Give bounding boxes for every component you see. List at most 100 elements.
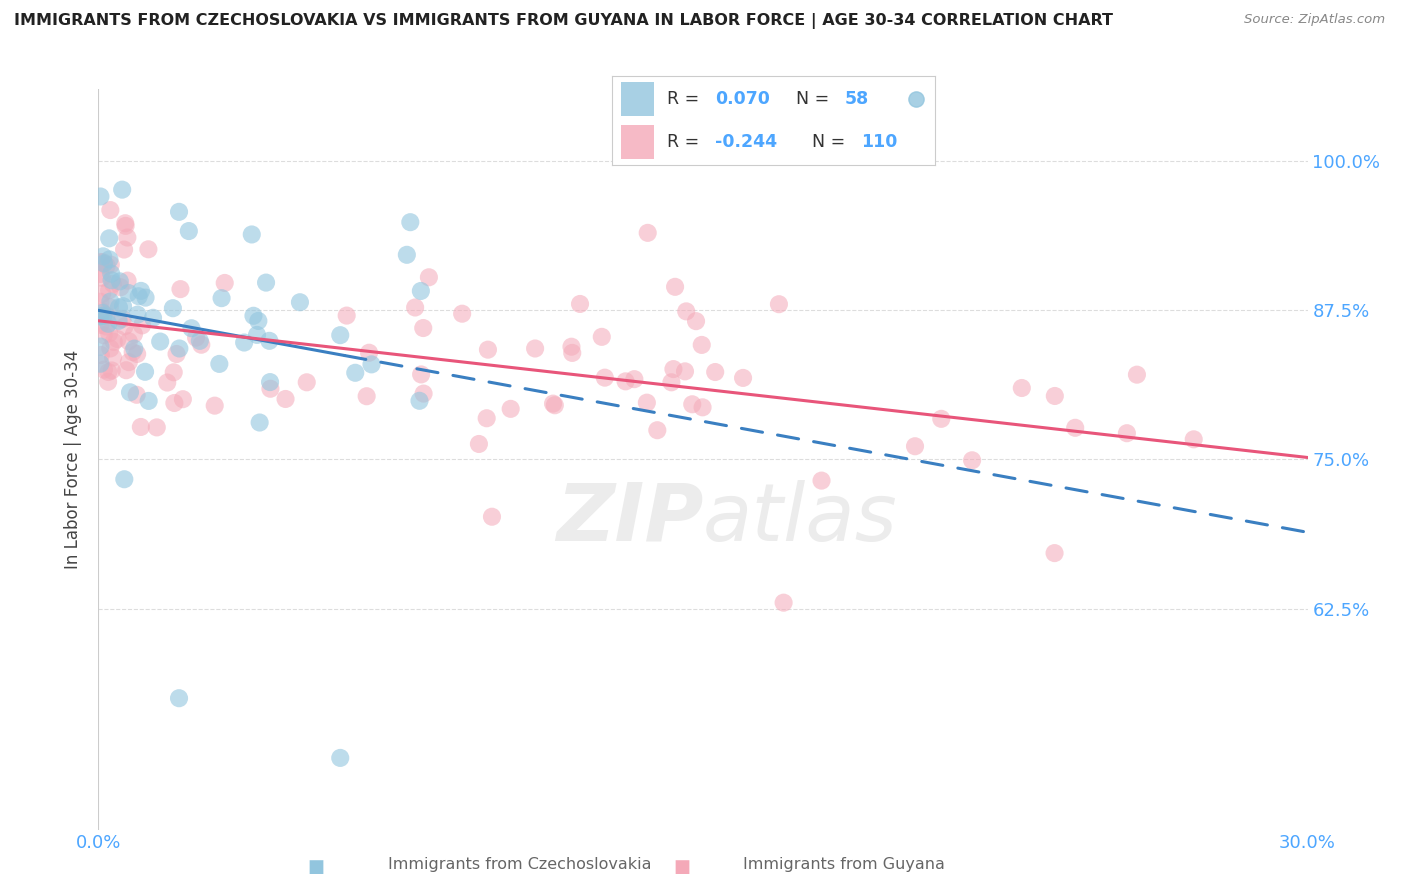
Point — [98, 300, 121, 314]
Point — [637, 226, 659, 240]
Point — [138, 393, 160, 408]
Point — [591, 330, 613, 344]
Point — [274, 392, 297, 406]
Point — [111, 312, 134, 326]
Point — [685, 314, 707, 328]
Point — [731, 371, 754, 385]
Point — [475, 411, 498, 425]
Point — [344, 366, 367, 380]
Text: N =: N = — [796, 90, 835, 108]
Point — [121, 345, 143, 359]
Point — [89, 310, 111, 324]
Point — [768, 297, 790, 311]
Bar — [621, 125, 654, 159]
Point — [395, 248, 418, 262]
Point — [481, 509, 503, 524]
Point — [259, 382, 281, 396]
Point — [91, 286, 114, 301]
Point — [129, 420, 152, 434]
Point — [118, 385, 141, 400]
Point — [89, 294, 111, 309]
Point — [138, 242, 160, 256]
Point — [499, 401, 522, 416]
Point — [114, 219, 136, 233]
Point — [167, 691, 190, 706]
Y-axis label: In Labor Force | Age 30-34: In Labor Force | Age 30-34 — [65, 350, 83, 569]
Point — [169, 342, 191, 356]
Point — [98, 203, 121, 218]
Point — [117, 285, 139, 300]
Text: Immigrants from Czechoslovakia: Immigrants from Czechoslovakia — [388, 857, 652, 872]
Point — [97, 317, 120, 331]
Point — [98, 283, 121, 297]
Text: N =: N = — [813, 133, 851, 151]
Point — [259, 375, 281, 389]
Point — [692, 401, 714, 415]
Point — [96, 319, 118, 334]
Bar — [621, 82, 654, 116]
Point — [1182, 433, 1205, 447]
Point — [288, 295, 311, 310]
Point — [623, 372, 645, 386]
Text: 110: 110 — [860, 133, 897, 151]
Point — [163, 396, 186, 410]
Point — [960, 453, 983, 467]
Point — [661, 376, 683, 390]
Point — [359, 345, 381, 359]
Point — [118, 355, 141, 369]
Point — [211, 291, 233, 305]
Point — [614, 375, 637, 389]
Point — [100, 363, 122, 377]
Text: 58: 58 — [845, 90, 869, 108]
Point — [412, 386, 434, 401]
Point — [111, 183, 134, 197]
Point — [91, 306, 114, 320]
Point — [100, 294, 122, 309]
Point — [108, 274, 131, 288]
Point — [295, 376, 318, 390]
Point — [208, 357, 231, 371]
Point — [115, 363, 138, 377]
Point — [122, 327, 145, 342]
Point — [131, 318, 153, 333]
Point — [240, 227, 263, 242]
Point — [93, 362, 115, 376]
Point — [125, 388, 148, 402]
Point — [89, 255, 111, 269]
Point — [336, 309, 359, 323]
Text: R =: R = — [666, 90, 704, 108]
Point — [561, 346, 583, 360]
Point — [107, 332, 129, 346]
Point — [89, 357, 111, 371]
Point — [98, 252, 121, 267]
Point — [146, 420, 169, 434]
Point — [190, 337, 212, 351]
Text: Source: ZipAtlas.com: Source: ZipAtlas.com — [1244, 13, 1385, 27]
Point — [468, 437, 491, 451]
Point — [89, 340, 111, 354]
Point — [91, 309, 114, 323]
Point — [93, 256, 115, 270]
Point — [664, 280, 686, 294]
Text: R =: R = — [666, 133, 704, 151]
Point — [662, 362, 685, 376]
Point — [100, 267, 122, 281]
Point — [124, 342, 146, 356]
Point — [675, 304, 697, 318]
Point — [704, 365, 727, 379]
Point — [524, 342, 547, 356]
Point — [636, 395, 658, 409]
Point — [149, 334, 172, 349]
Point — [329, 328, 352, 343]
Point — [169, 282, 191, 296]
Point — [399, 215, 422, 229]
Point — [904, 439, 927, 453]
Point — [108, 301, 131, 315]
Text: -0.244: -0.244 — [716, 133, 778, 151]
Point — [214, 276, 236, 290]
Point — [177, 224, 200, 238]
Point — [156, 376, 179, 390]
Point — [98, 326, 121, 341]
Point — [107, 314, 129, 328]
Point — [404, 301, 426, 315]
